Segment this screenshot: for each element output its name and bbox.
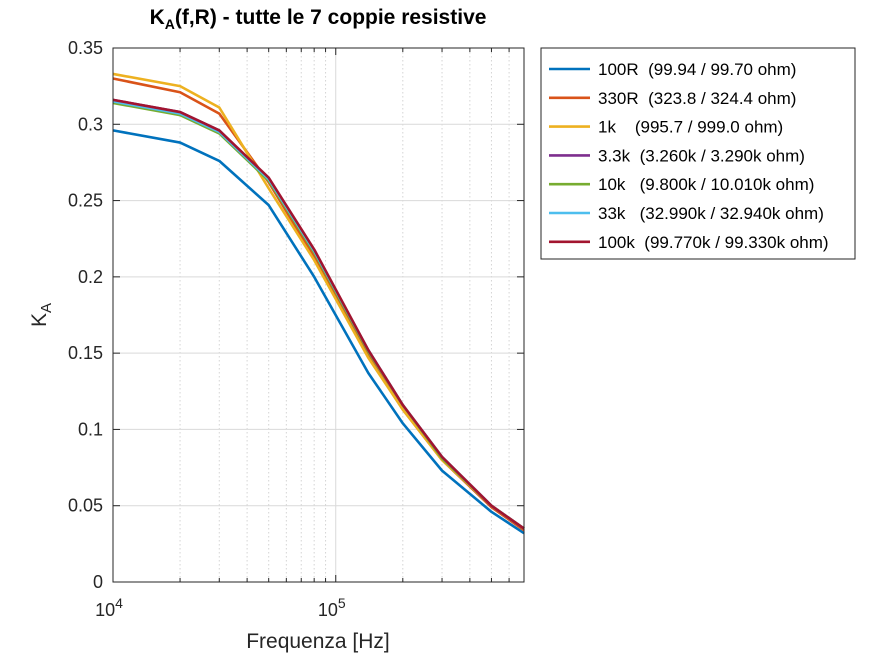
legend-entry-label: 1k (995.7 / 999.0 ohm): [598, 118, 783, 137]
plot-background: [113, 48, 524, 582]
y-tick-label: 0.05: [68, 496, 103, 516]
legend-entry-label: 100k (99.770k / 99.330k ohm): [598, 233, 829, 252]
legend-entry-label: 3.3k (3.260k / 3.290k ohm): [598, 146, 805, 165]
axis-ticks: [112, 47, 525, 583]
legend-box: [540, 47, 856, 260]
y-tick-label: 0.1: [78, 419, 103, 439]
x-tick-label: 104: [95, 595, 123, 620]
y-axis-tick-labels: 0 0.05 0.1 0.15 0.2 0.25 0.3 0.35: [68, 38, 103, 592]
x-axis-label: Frequenza [Hz]: [246, 630, 390, 653]
x-axis-tick-labels: 104 105: [95, 595, 346, 620]
legend-entry-label: 330R (323.8 / 324.4 ohm): [598, 89, 796, 108]
y-tick-label: 0.25: [68, 191, 103, 211]
legend-entry-label: 33k (32.990k / 32.940k ohm): [598, 204, 824, 223]
series-lines: [112, 72, 525, 535]
y-tick-label: 0.3: [78, 114, 103, 134]
y-axis-label: KA: [28, 303, 55, 327]
y-tick-label: 0.15: [68, 343, 103, 363]
plot-frame: [112, 47, 525, 583]
x-tick-label: 105: [318, 595, 346, 620]
y-tick-label: 0: [93, 572, 103, 592]
chart-title: KA(f,R) - tutte le 7 coppie resistive: [150, 6, 487, 32]
y-tick-label: 0.2: [78, 267, 103, 287]
plot-area: [112, 47, 525, 583]
legend: 100R (99.94 / 99.70 ohm) 330R (323.8 / 32…: [540, 47, 856, 260]
y-tick-label: 0.35: [68, 38, 103, 58]
legend-entry-label: 100R (99.94 / 99.70 ohm): [598, 60, 796, 79]
series-line-1: [112, 129, 525, 535]
legend-entry-label: 10k (9.800k / 10.010k ohm): [598, 175, 814, 194]
series-line-7: [112, 98, 525, 530]
